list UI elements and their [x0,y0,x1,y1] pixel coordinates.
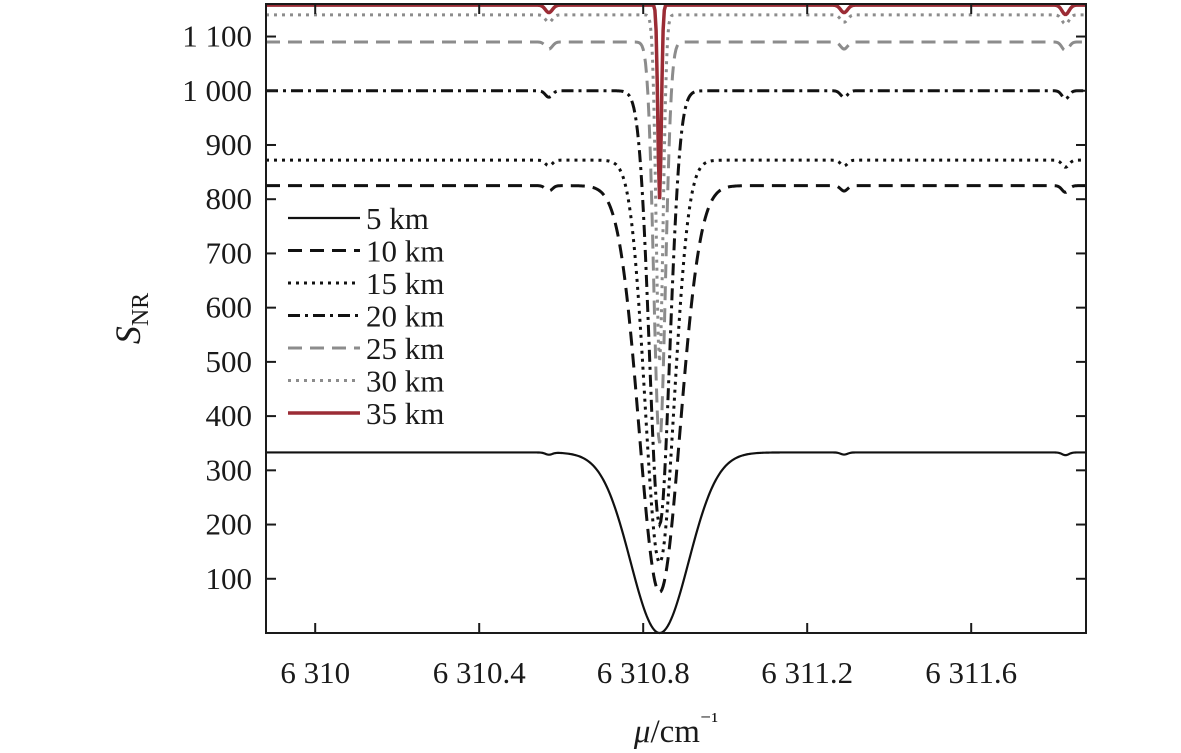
y-axis-label: SNR [108,293,154,344]
y-tick-label: 300 [206,452,253,487]
y-tick-label: 800 [206,181,253,216]
y-tick-label: 1 000 [182,73,252,108]
x-tick-label: 6 310 [280,655,350,690]
y-tick-label: 900 [206,127,253,162]
legend-label: 25 km [366,331,444,366]
x-tick-label: 6 311.2 [761,655,853,690]
y-tick-label: 700 [206,235,253,270]
series-line-5-km [266,451,1086,635]
legend-label: 20 km [366,299,444,334]
y-axis-ticks: 100 200 300 400 500 600 700 800 900 1 000 1 100 [182,19,1086,596]
legend-label: 10 km [366,234,444,269]
series-line-15-km [266,158,1086,565]
series-line-10-km [266,184,1086,595]
legend-label: 35 km [366,396,444,431]
series-line-25-km [266,40,1086,444]
series-layer [266,3,1086,635]
series-line-35-km [266,3,1086,200]
x-tick-label: 6 310.8 [597,655,690,690]
x-axis-title: μ/cm⁻¹ [633,708,718,750]
y-tick-label: 200 [206,507,253,542]
legend-label: 15 km [366,266,444,301]
legend-label: 30 km [366,364,444,399]
x-axis-label: μ/cm⁻¹ [633,708,718,750]
x-tick-label: 6 311.6 [925,655,1017,690]
x-tick-label: 6 310.4 [433,655,527,690]
plot-frame [265,3,1087,634]
legend-label: 5 km [366,201,429,236]
y-tick-label: 400 [206,398,253,433]
series-line-30-km [266,13,1086,362]
y-tick-label: 500 [206,344,253,379]
y-tick-label: 600 [206,290,253,325]
y-tick-label: 100 [206,561,253,596]
x-axis-ticks: 6 310 6 310.4 6 310.8 6 311.2 6 311.6 [280,4,1017,690]
y-tick-label: 1 100 [182,19,252,54]
series-line-20-km [266,89,1086,529]
y-axis-title: SNR [108,293,154,344]
